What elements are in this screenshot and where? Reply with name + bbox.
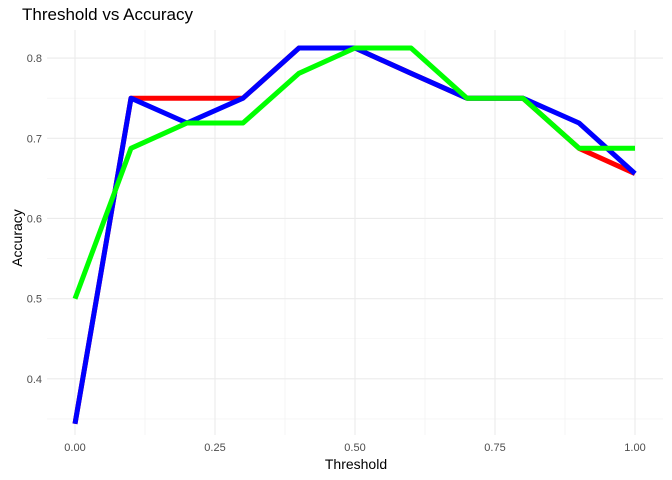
series-line-3 [72, 45, 635, 300]
x-tick-label: 0.25 [204, 442, 225, 454]
x-tick-label: 0.50 [344, 442, 365, 454]
x-tick-label: 1.00 [624, 442, 645, 454]
y-tick-label: 0.4 [27, 374, 42, 386]
chart-title: Threshold vs Accuracy [22, 5, 194, 24]
x-tick-label: 0.75 [484, 442, 505, 454]
x-axis-title: Threshold [324, 456, 388, 472]
y-axis-title: Accuracy [9, 209, 25, 267]
y-tick-label: 0.7 [27, 133, 42, 145]
y-tick-label: 0.5 [27, 294, 42, 306]
y-tick-label: 0.8 [27, 53, 42, 65]
y-tick-label: 0.6 [27, 213, 42, 225]
x-tick-label: 0.00 [64, 442, 85, 454]
